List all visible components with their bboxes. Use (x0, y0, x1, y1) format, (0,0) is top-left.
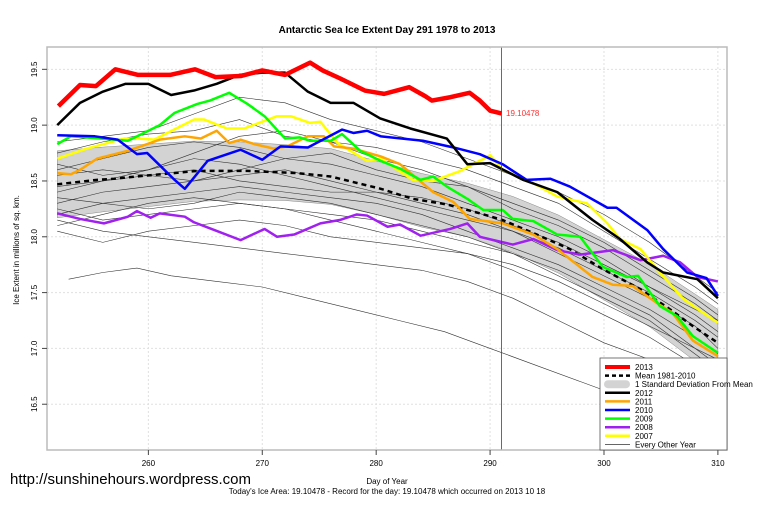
y-tick-label: 19.0 (30, 117, 39, 133)
legend-label: 2010 (635, 406, 653, 415)
y-axis-label: Ice Extent in millions of sq. km. (12, 195, 21, 305)
series-line-2009 (56, 91, 719, 354)
footer-text: Today's Ice Area: 19.10478 - Record for … (229, 487, 546, 496)
series-line-2012 (56, 71, 719, 300)
watermark-url: http://sunshinehours.wordpress.com (10, 471, 251, 488)
legend-label: 2011 (635, 397, 653, 406)
legend-label: Every Other Year (635, 440, 696, 449)
legend-label: 2008 (635, 423, 653, 432)
other-year-line (57, 96, 719, 293)
other-year-line (57, 141, 719, 332)
x-tick-label: 290 (483, 459, 497, 468)
y-tick-label: 18.5 (30, 173, 39, 189)
x-tick-label: 260 (142, 459, 156, 468)
x-tick-label: 310 (711, 459, 725, 468)
x-tick-label: 270 (256, 459, 270, 468)
legend-label: 2009 (635, 415, 653, 424)
other-year-line (57, 219, 719, 394)
other-year-line (57, 219, 719, 360)
series-line-2011 (57, 129, 719, 358)
y-tick-label: 17.5 (30, 284, 39, 300)
x-axis-label: Day of Year (366, 477, 408, 486)
y-tick-label: 17.0 (30, 340, 39, 356)
y-tick-label: 16.5 (30, 396, 39, 412)
legend-label: 2007 (635, 432, 653, 441)
series-line-2013 (56, 60, 503, 116)
legend-label: 1 Standard Deviation From Mean (635, 380, 753, 389)
y-tick-label: 19.5 (30, 61, 39, 77)
chart-title: Antarctic Sea Ice Extent Day 291 1978 to… (279, 25, 496, 36)
legend-label: Mean 1981-2010 (635, 372, 696, 381)
x-tick-label: 300 (597, 459, 611, 468)
legend-label: 2012 (635, 389, 653, 398)
y-tick-label: 18.0 (30, 228, 39, 244)
x-tick-label: 280 (369, 459, 383, 468)
current-value-label: 19.10478 (506, 109, 540, 118)
other-year-line (57, 202, 719, 383)
mean-line (57, 169, 719, 344)
legend-label: 2013 (635, 363, 653, 372)
other-year-line (57, 191, 719, 371)
series-line-2010 (57, 128, 719, 297)
other-year-line (57, 158, 719, 349)
legend-swatch (604, 380, 630, 389)
plot-frame (46, 46, 728, 451)
other-year-line (57, 169, 719, 338)
other-year-line (57, 186, 719, 355)
